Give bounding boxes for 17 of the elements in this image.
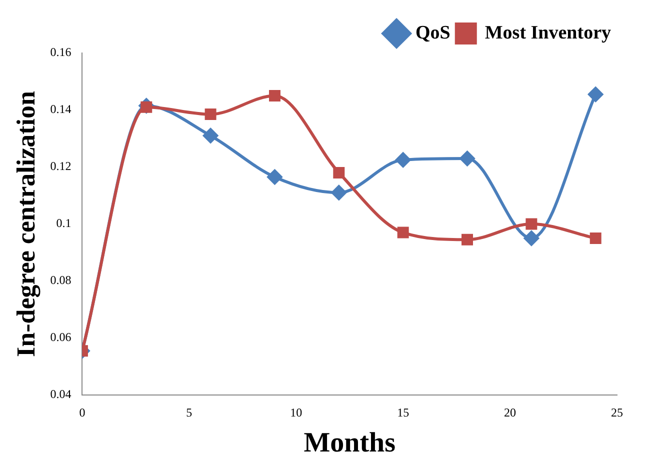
- x-tick-label: 20: [504, 405, 516, 420]
- y-tick-label: 0.16: [50, 45, 72, 60]
- x-tick-label: 25: [611, 405, 623, 420]
- x-tick-label: 5: [186, 405, 192, 420]
- y-tick-label: 0.12: [50, 159, 72, 174]
- legend-label: Most Inventory: [484, 22, 612, 44]
- y-axis-title: In-degree centralization: [11, 90, 40, 357]
- y-tick-label: 0.08: [50, 273, 72, 288]
- x-tick-label: 10: [290, 405, 302, 420]
- y-tick-label: 0.1: [56, 216, 72, 230]
- y-tick-label: 0.04: [50, 387, 72, 402]
- y-tick-label: 0.14: [50, 102, 72, 116]
- x-axis-title: Months: [304, 427, 396, 458]
- y-tick-label: 0.06: [50, 330, 72, 344]
- legend-label: QoS: [416, 22, 450, 44]
- x-tick-label: 15: [397, 405, 410, 420]
- x-tick-label: 0: [79, 405, 86, 420]
